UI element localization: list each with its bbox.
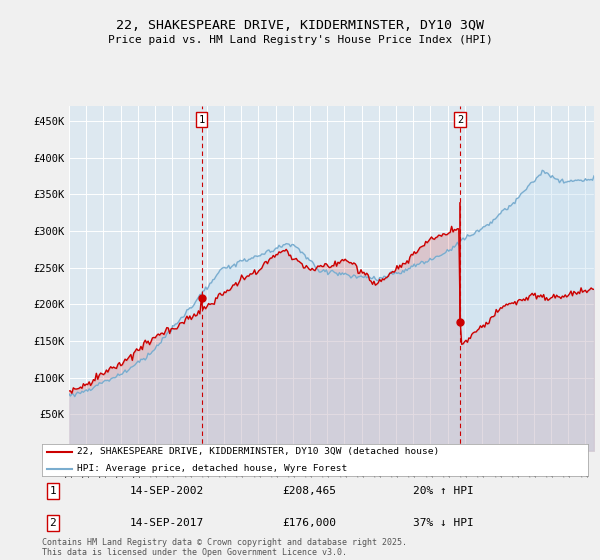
Text: 14-SEP-2002: 14-SEP-2002 xyxy=(130,486,203,496)
Text: 22, SHAKESPEARE DRIVE, KIDDERMINSTER, DY10 3QW: 22, SHAKESPEARE DRIVE, KIDDERMINSTER, DY… xyxy=(116,20,484,32)
Text: 20% ↑ HPI: 20% ↑ HPI xyxy=(413,486,474,496)
Text: HPI: Average price, detached house, Wyre Forest: HPI: Average price, detached house, Wyre… xyxy=(77,464,348,473)
Text: 1: 1 xyxy=(199,115,205,124)
Text: 37% ↓ HPI: 37% ↓ HPI xyxy=(413,518,474,528)
Text: 22, SHAKESPEARE DRIVE, KIDDERMINSTER, DY10 3QW (detached house): 22, SHAKESPEARE DRIVE, KIDDERMINSTER, DY… xyxy=(77,447,440,456)
Text: 1: 1 xyxy=(50,486,56,496)
Text: Contains HM Land Registry data © Crown copyright and database right 2025.
This d: Contains HM Land Registry data © Crown c… xyxy=(42,538,407,557)
Text: £176,000: £176,000 xyxy=(282,518,336,528)
Text: £208,465: £208,465 xyxy=(282,486,336,496)
Text: 2: 2 xyxy=(50,518,56,528)
Text: Price paid vs. HM Land Registry's House Price Index (HPI): Price paid vs. HM Land Registry's House … xyxy=(107,35,493,45)
Text: 14-SEP-2017: 14-SEP-2017 xyxy=(130,518,203,528)
Text: 2: 2 xyxy=(457,115,463,124)
